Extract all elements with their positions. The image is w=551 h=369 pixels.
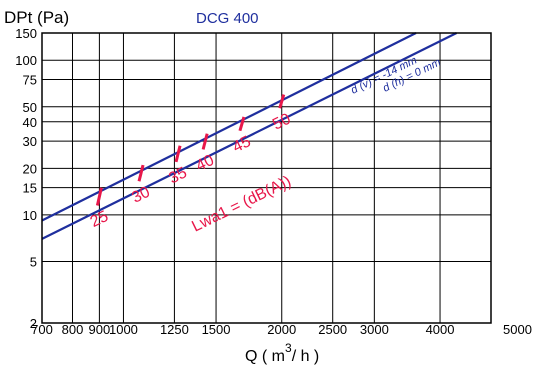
x-tick-label: 800 bbox=[62, 322, 84, 337]
noise-level-value: 45 bbox=[230, 133, 254, 156]
y-tick-label: 20 bbox=[23, 161, 37, 176]
noise-level-mark bbox=[137, 164, 145, 182]
y-tick-label: 50 bbox=[23, 100, 37, 115]
noise-level-value: 35 bbox=[166, 164, 190, 187]
noise-level-label: Lwa1 = (dB(A)) bbox=[189, 173, 294, 236]
system-curve-line bbox=[41, 32, 458, 240]
noise-level-value: 40 bbox=[193, 152, 217, 175]
curve-series bbox=[41, 32, 458, 240]
y-tick-label: 150 bbox=[15, 26, 37, 41]
noise-level-value: 30 bbox=[129, 184, 153, 207]
y-tick-label: 5 bbox=[30, 254, 37, 269]
plot-frame bbox=[41, 32, 492, 324]
noise-level-mark bbox=[238, 116, 246, 132]
x-tick-label: 5000 bbox=[503, 322, 532, 337]
x-tick-label: 4000 bbox=[426, 322, 455, 337]
x-axis-title-superscript: 3 bbox=[285, 341, 292, 355]
x-tick-label: 2000 bbox=[267, 322, 296, 337]
noise-level-value: 50 bbox=[270, 111, 294, 134]
noise-level-mark bbox=[174, 145, 182, 163]
y-tick-label: 10 bbox=[23, 208, 37, 223]
noise-level-mark bbox=[95, 187, 103, 206]
x-tick-label: 2500 bbox=[318, 322, 347, 337]
x-axis-title: Q ( m3/ h ) bbox=[245, 341, 319, 365]
x-tick-label: 900 bbox=[89, 322, 111, 337]
noise-level-mark bbox=[201, 133, 209, 150]
y-tick-label: 100 bbox=[15, 53, 37, 68]
chart-title: DCG 400 bbox=[196, 10, 259, 27]
system-curve-line bbox=[41, 32, 417, 222]
x-tick-label: 1500 bbox=[202, 322, 231, 337]
y-tick-label: 75 bbox=[23, 73, 37, 88]
y-tick-label: 2 bbox=[30, 316, 37, 331]
y-tick-label: 15 bbox=[23, 181, 37, 196]
noise-level-mark bbox=[278, 94, 286, 109]
y-tick-label: 30 bbox=[23, 134, 37, 149]
x-tick-label: 1000 bbox=[109, 322, 138, 337]
x-tick-label: 700 bbox=[31, 322, 53, 337]
x-tick-label: 3000 bbox=[360, 322, 389, 337]
y-axis-title: DPt (Pa) bbox=[4, 8, 69, 27]
x-axis-title-unit: / h ) bbox=[292, 348, 320, 365]
grid-lines bbox=[42, 33, 491, 323]
x-axis-title-main: Q ( m bbox=[245, 348, 285, 365]
noise-level-value: 25 bbox=[88, 208, 112, 231]
x-tick-label: 1250 bbox=[160, 322, 189, 337]
y-tick-label: 40 bbox=[23, 115, 37, 130]
